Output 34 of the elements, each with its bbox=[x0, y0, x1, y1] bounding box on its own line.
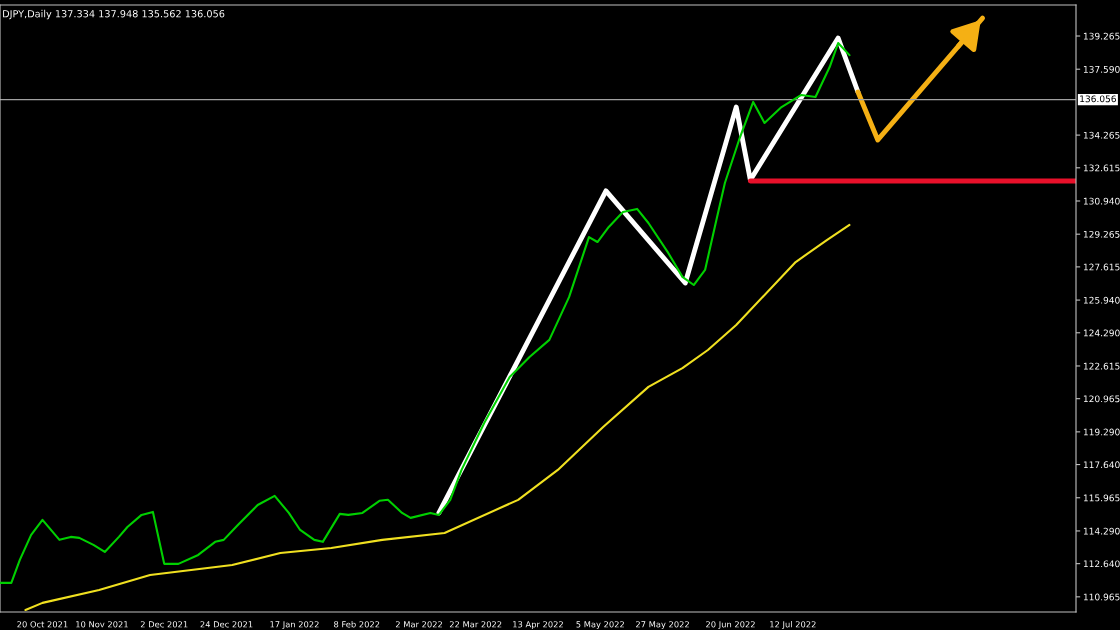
ref-line-label: 136.056 bbox=[1080, 95, 1116, 103]
y-tick-label: 120.965 bbox=[1083, 395, 1120, 403]
x-tick-label: 2 Dec 2021 bbox=[140, 621, 188, 628]
x-tick-label: 27 May 2022 bbox=[636, 621, 689, 630]
x-tick-label: 2 Mar 2022 bbox=[395, 621, 442, 628]
chart-title: DJPY,Daily 137.334 137.948 135.562 136.056 bbox=[3, 9, 225, 20]
y-tick-label: 134.265 bbox=[1083, 131, 1120, 139]
y-tick-label: 127.615 bbox=[1083, 263, 1120, 271]
x-tick-label: 10 Nov 2021 bbox=[76, 621, 128, 628]
y-tick-label: 117.640 bbox=[1083, 461, 1120, 469]
x-tick-label: 22 Mar 2022 bbox=[449, 621, 502, 628]
x-tick-label: 20 Oct 2021 bbox=[17, 621, 68, 628]
y-tick-label: 130.940 bbox=[1083, 197, 1120, 205]
y-tick-label: 115.965 bbox=[1083, 494, 1120, 502]
line-series bbox=[0, 42, 851, 584]
y-tick-label: 119.290 bbox=[1083, 428, 1120, 436]
y-tick-label: 124.290 bbox=[1083, 329, 1120, 337]
y-tick-label: 125.940 bbox=[1083, 296, 1120, 304]
line-series bbox=[24, 223, 851, 612]
x-tick-label: 13 Apr 2022 bbox=[513, 621, 563, 630]
y-tick-label: 122.615 bbox=[1083, 362, 1120, 370]
x-tick-label: 24 Dec 2021 bbox=[200, 621, 253, 628]
y-tick-label: 129.265 bbox=[1083, 230, 1120, 238]
y-tick-label: 137.590 bbox=[1083, 65, 1120, 73]
y-tick-label: 110.965 bbox=[1083, 593, 1120, 601]
x-tick-label: 17 Jan 2022 bbox=[270, 621, 319, 630]
y-tick-label: 112.640 bbox=[1083, 560, 1120, 568]
x-tick-label: 8 Feb 2022 bbox=[334, 621, 380, 628]
y-tick-label: 132.615 bbox=[1083, 164, 1120, 172]
x-tick-label: 12 Jul 2022 bbox=[770, 621, 816, 630]
y-tick-label: 114.290 bbox=[1083, 527, 1120, 535]
x-tick-label: 20 Jun 2022 bbox=[706, 621, 755, 630]
y-tick-label: 139.265 bbox=[1083, 32, 1120, 40]
x-tick-label: 5 May 2022 bbox=[576, 621, 624, 630]
